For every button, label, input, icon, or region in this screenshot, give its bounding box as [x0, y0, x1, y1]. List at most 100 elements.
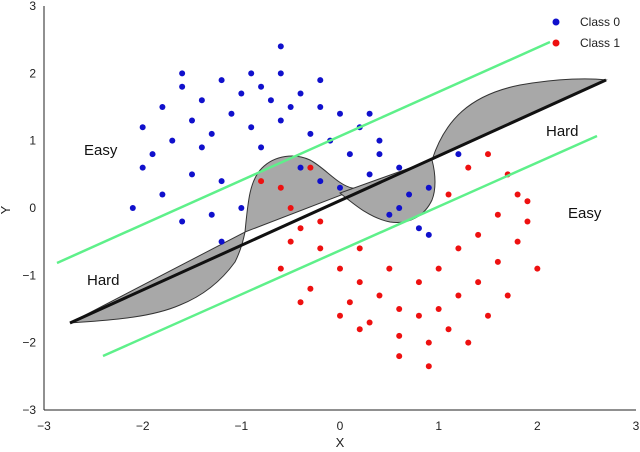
point-class-1: [277, 184, 284, 191]
decision-boundary: [69, 78, 607, 325]
y-tick-label: 1: [29, 134, 36, 148]
point-class-0: [129, 205, 136, 211]
point-class-0: [179, 70, 186, 77]
point-class-0: [198, 97, 205, 104]
point-class-0: [425, 231, 432, 238]
point-class-0: [425, 184, 432, 191]
point-class-1: [455, 245, 462, 252]
annotation-hard-right: Hard: [546, 123, 579, 140]
point-class-1: [494, 211, 501, 218]
point-class-1: [435, 265, 442, 272]
point-class-0: [455, 151, 462, 158]
point-class-0: [317, 77, 324, 84]
margin-line-upper: [56, 40, 551, 265]
annotation-easy-right: Easy: [568, 205, 602, 222]
x-tick-labels: −3 −2 −1 0 1 2 3: [37, 419, 640, 433]
y-tick-label: 2: [29, 66, 36, 80]
point-class-0: [238, 90, 245, 97]
x-tick-label: −2: [136, 419, 150, 433]
point-class-0: [317, 178, 324, 185]
legend-label-class-1: Class 1: [580, 36, 620, 50]
point-class-0: [415, 225, 422, 232]
point-class-1: [396, 353, 403, 360]
point-class-1: [485, 312, 491, 319]
point-class-0: [337, 110, 343, 117]
point-class-1: [258, 178, 265, 185]
point-class-1: [297, 225, 304, 232]
point-class-1: [356, 245, 363, 252]
data-points: [129, 43, 541, 370]
point-class-0: [208, 211, 215, 218]
point-class-1: [475, 231, 482, 238]
point-class-0: [267, 97, 274, 104]
point-class-0: [258, 83, 265, 90]
y-tick-label: −1: [22, 268, 36, 282]
point-class-0: [139, 164, 146, 171]
point-class-1: [415, 279, 422, 286]
margin-line-lower: [102, 134, 598, 358]
point-class-1: [524, 198, 531, 205]
point-class-0: [277, 117, 284, 124]
point-class-1: [277, 265, 284, 272]
point-class-1: [386, 265, 393, 272]
point-class-1: [435, 306, 442, 312]
point-class-0: [406, 191, 413, 198]
point-class-1: [445, 326, 452, 333]
point-class-0: [277, 70, 284, 77]
annotation-hard-left: Hard: [87, 272, 120, 289]
legend-swatch-class-1: [552, 39, 560, 47]
point-class-1: [307, 164, 314, 171]
point-class-0: [208, 130, 215, 137]
point-class-1: [514, 191, 521, 198]
point-class-1: [376, 292, 383, 299]
point-class-1: [425, 339, 432, 346]
point-class-1: [396, 332, 403, 339]
point-class-0: [218, 77, 225, 84]
y-tick-label: −3: [22, 403, 36, 417]
point-class-1: [425, 363, 432, 370]
legend-swatch-class-0: [552, 18, 560, 26]
point-class-0: [297, 164, 304, 171]
x-tick-label: 0: [337, 419, 344, 433]
point-class-1: [366, 319, 373, 326]
point-class-1: [337, 265, 343, 272]
point-class-0: [189, 171, 195, 178]
y-tick-label: 0: [29, 201, 36, 215]
point-class-0: [218, 178, 225, 185]
point-class-0: [179, 83, 186, 90]
point-class-1: [465, 164, 472, 171]
point-class-0: [386, 211, 393, 218]
point-class-0: [366, 171, 373, 178]
point-class-1: [475, 279, 482, 286]
point-class-0: [337, 184, 343, 191]
y-tick-labels: 3 2 1 0 −1 −2 −3: [22, 0, 36, 417]
point-class-0: [248, 124, 255, 131]
point-class-1: [307, 285, 314, 292]
point-class-0: [396, 205, 403, 211]
point-class-1: [485, 151, 491, 158]
point-class-0: [248, 70, 255, 77]
point-class-0: [346, 151, 353, 158]
point-class-0: [307, 130, 314, 137]
point-class-0: [317, 104, 324, 110]
point-class-0: [376, 151, 383, 158]
point-class-1: [317, 218, 324, 225]
point-class-1: [356, 279, 363, 286]
point-class-1: [494, 258, 501, 265]
point-class-0: [139, 124, 146, 131]
point-class-1: [514, 238, 521, 245]
point-class-0: [238, 205, 245, 211]
point-class-1: [297, 299, 304, 306]
x-tick-label: −3: [37, 419, 51, 433]
legend-label-class-0: Class 0: [580, 15, 620, 29]
point-class-1: [337, 312, 343, 319]
axes: [43, 6, 636, 411]
point-class-0: [277, 43, 284, 50]
point-class-0: [198, 144, 205, 151]
point-class-1: [287, 205, 294, 211]
y-tick-label: 3: [29, 0, 36, 13]
point-class-0: [287, 104, 294, 110]
annotation-easy-top-left: Easy: [84, 142, 118, 159]
point-class-0: [366, 110, 373, 117]
